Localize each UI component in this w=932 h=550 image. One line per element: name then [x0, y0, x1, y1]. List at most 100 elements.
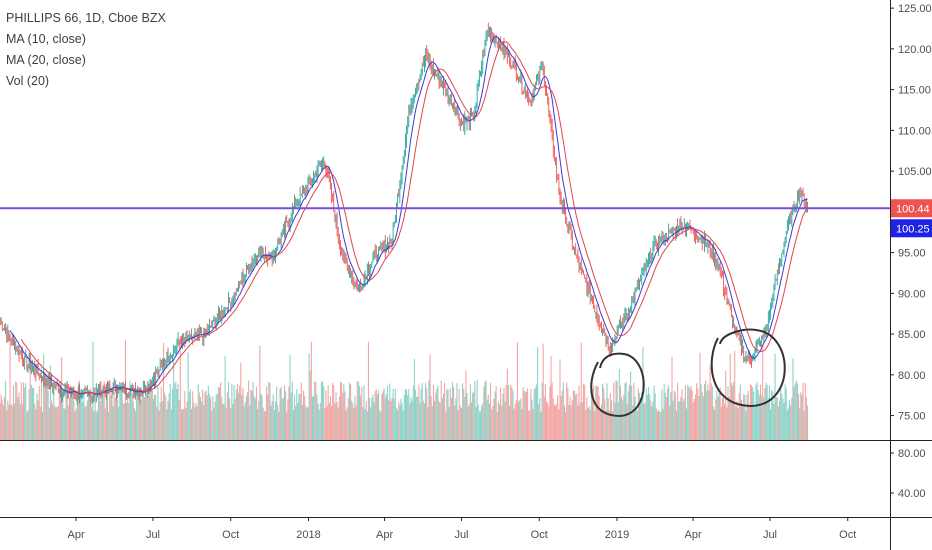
volume-bar — [731, 385, 734, 440]
volume-bar — [612, 411, 614, 440]
volume-bar — [753, 391, 755, 440]
volume-bar — [24, 387, 26, 440]
volume-bar — [649, 394, 651, 440]
volume-bar — [54, 406, 56, 440]
volume-bar — [451, 382, 454, 440]
volume-bar — [143, 396, 146, 440]
volume-bar — [229, 398, 231, 440]
time-tick-label: Apr — [68, 529, 85, 541]
volume-bar — [770, 409, 772, 440]
volume-bar — [426, 388, 428, 440]
volume-bar — [714, 409, 716, 440]
volume-bar — [544, 384, 546, 440]
volume-bar — [386, 385, 389, 440]
volume-bar — [739, 384, 741, 440]
volume-bar — [804, 382, 806, 440]
volume-bar — [610, 400, 613, 440]
volume-bar — [726, 407, 728, 440]
volume-bar — [93, 411, 95, 440]
volume-bar — [76, 391, 78, 440]
volume-bar — [446, 389, 448, 440]
volume-bar — [796, 383, 798, 440]
volume-bar — [113, 392, 115, 440]
volume-bar — [604, 398, 606, 440]
volume-bar — [795, 380, 797, 440]
volume-bar — [362, 406, 364, 440]
volume-bar — [38, 385, 40, 440]
volume-bar — [491, 409, 493, 440]
volume-bar — [169, 384, 171, 440]
volume-bar — [722, 393, 725, 440]
volume-bar — [118, 407, 120, 440]
volume-bar — [428, 380, 430, 440]
volume-bar — [707, 384, 709, 440]
volume-bar — [145, 386, 147, 440]
price-tick-label: 110.00 — [898, 125, 931, 137]
volume-bar — [337, 407, 339, 440]
volume-bar — [595, 385, 597, 440]
volume-bar — [291, 381, 293, 440]
volume-bar — [184, 391, 186, 440]
volume-bar — [765, 382, 767, 440]
volume-bar — [479, 411, 482, 440]
volume-bar — [344, 391, 346, 440]
volume-bar — [663, 383, 665, 440]
volume-bar — [658, 409, 660, 440]
volume-bar — [353, 408, 355, 440]
volume-bar — [230, 408, 232, 440]
volume-bar — [111, 398, 113, 440]
volume-bar — [619, 385, 622, 440]
time-tick-label: Jul — [763, 529, 777, 541]
volume-bar — [261, 395, 263, 440]
volume-bar — [689, 388, 691, 440]
volume-bar — [292, 409, 294, 440]
volume-bar — [716, 390, 718, 440]
volume-bar — [148, 396, 150, 440]
volume-bar — [623, 394, 625, 440]
volume-bar — [240, 362, 242, 440]
volume-bar — [766, 385, 768, 440]
volume-bar — [427, 406, 429, 440]
volume-bar — [132, 401, 134, 440]
volume-bar — [661, 389, 663, 440]
volume-bar — [56, 406, 58, 440]
volume-bar — [520, 398, 522, 440]
volume-bar — [15, 381, 17, 440]
volume-bar — [311, 396, 314, 440]
volume-bar — [556, 403, 558, 440]
volume-bar — [282, 397, 284, 440]
volume-bar — [318, 409, 320, 440]
volume-bar — [397, 410, 399, 440]
volume-bar — [785, 388, 787, 440]
volume-bar — [47, 390, 49, 440]
volume-bar — [310, 341, 312, 440]
volume-bar — [140, 399, 142, 440]
volume-bar — [537, 347, 539, 440]
volume-bar — [470, 402, 473, 440]
volume-bar — [744, 394, 746, 440]
volume-bar — [333, 384, 335, 440]
volume-bar — [162, 342, 165, 440]
volume-bar — [158, 410, 160, 440]
volume-bar — [236, 383, 238, 440]
volume-bar — [370, 407, 372, 440]
volume-bar — [225, 407, 227, 440]
volume-bar — [3, 396, 6, 440]
candlesticks — [0, 22, 808, 407]
volume-bar — [711, 386, 713, 440]
volume-bar — [202, 389, 204, 440]
volume-bar — [743, 394, 745, 440]
volume-bar — [175, 381, 177, 440]
volume-bar — [101, 390, 103, 440]
volume-bar — [296, 389, 298, 440]
volume-bar — [668, 385, 670, 440]
volume-bar — [58, 382, 60, 440]
volume-bar — [794, 383, 796, 440]
volume-bar — [374, 391, 376, 440]
volume-bar — [584, 384, 586, 440]
volume-bar — [615, 380, 617, 440]
volume-bar — [734, 351, 736, 440]
volume-bar — [644, 402, 646, 440]
volume-bar — [404, 388, 406, 440]
